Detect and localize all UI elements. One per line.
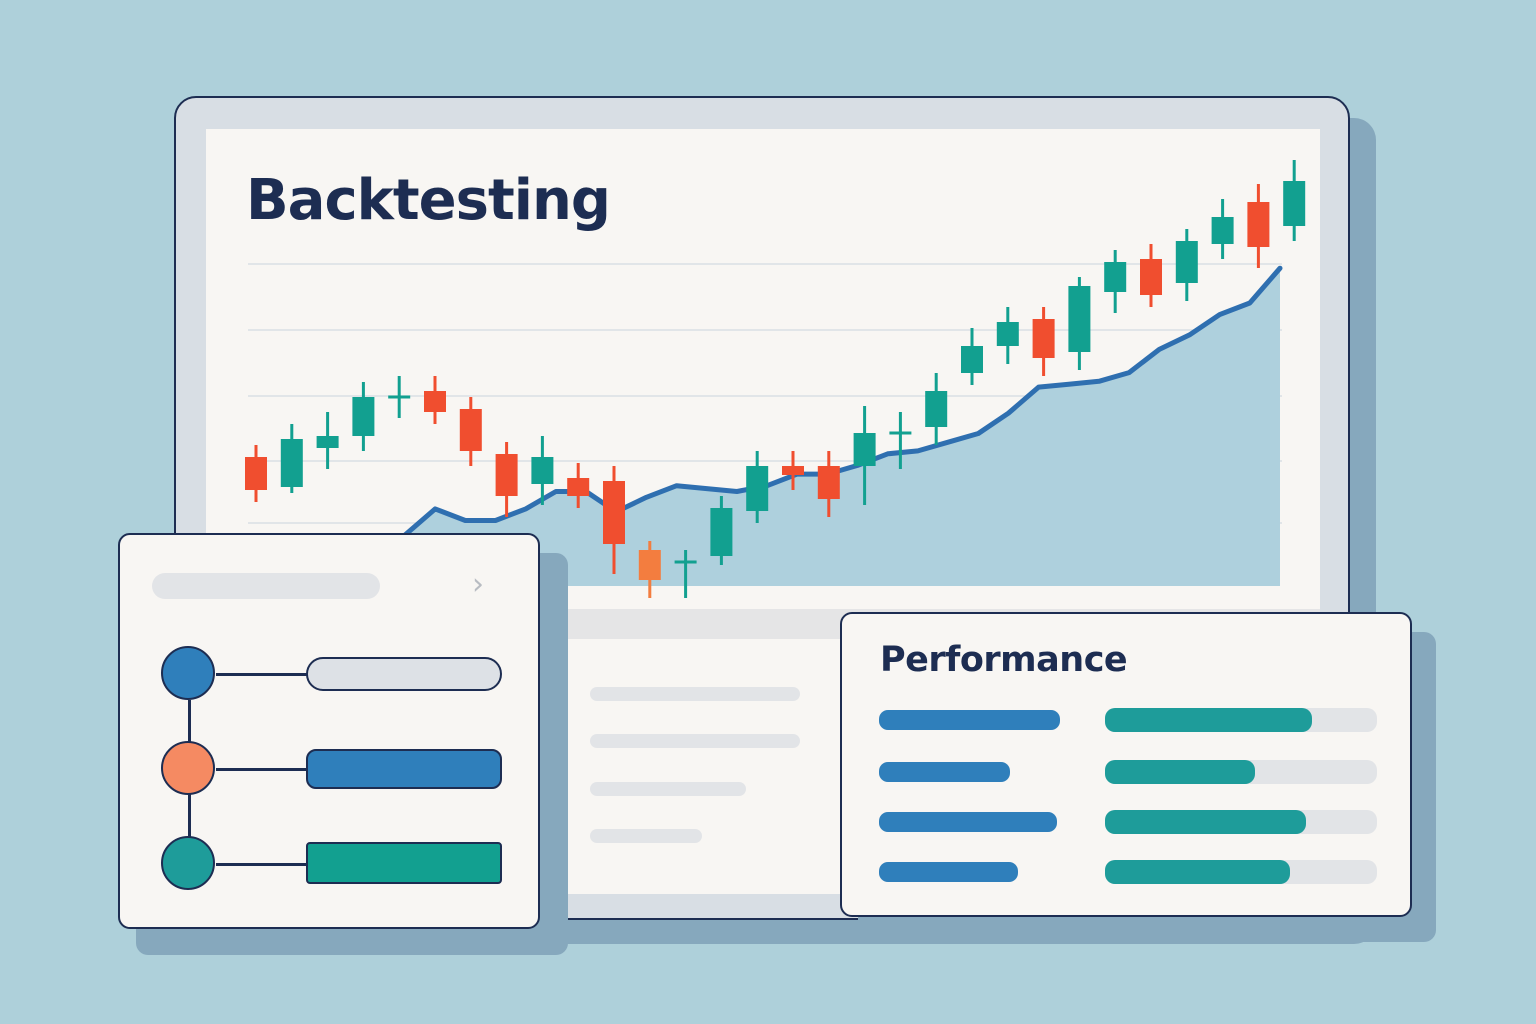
metric-name-bar — [879, 762, 1010, 782]
candle — [925, 373, 948, 445]
candle — [746, 451, 769, 523]
candle — [853, 406, 876, 505]
step-node-3[interactable] — [161, 836, 215, 890]
card-header-placeholder — [152, 573, 380, 599]
candle-body — [603, 481, 625, 544]
metric-track — [1105, 760, 1377, 784]
candle-body — [1032, 319, 1055, 358]
metric-fill — [1105, 810, 1307, 834]
candle-body — [459, 409, 482, 451]
candle — [424, 376, 446, 424]
placeholder-line — [590, 687, 800, 701]
placeholder-line — [590, 782, 746, 796]
candle-body — [1247, 202, 1270, 247]
candle — [280, 424, 303, 493]
candle-body — [1104, 262, 1127, 292]
metric-fill — [1105, 860, 1290, 884]
candle — [567, 463, 590, 508]
candle-body — [424, 391, 446, 412]
candle — [1247, 184, 1270, 268]
candle — [961, 328, 983, 385]
candle — [1211, 199, 1234, 259]
candle-body — [1068, 286, 1091, 352]
metric-track — [1105, 860, 1377, 884]
page-title: Backtesting — [246, 168, 611, 233]
candle — [352, 382, 375, 451]
candle — [996, 307, 1019, 364]
candle-body — [961, 346, 983, 373]
candle — [1283, 160, 1306, 241]
candle — [674, 550, 697, 598]
metric-fill — [1105, 760, 1255, 784]
candle-body — [388, 395, 411, 399]
candle-body — [352, 397, 375, 436]
candle-body — [1140, 259, 1162, 295]
candle-body — [638, 550, 661, 580]
candle — [245, 445, 267, 502]
step-connector — [216, 863, 308, 866]
step-bar-1[interactable] — [306, 657, 502, 691]
candle-body — [1211, 217, 1234, 244]
candle-body — [1283, 181, 1306, 226]
candle — [531, 436, 554, 505]
performance-title: Performance — [880, 640, 1128, 680]
step-connector — [216, 768, 308, 771]
step-bar-3[interactable] — [306, 842, 502, 884]
candle — [1068, 277, 1091, 370]
metric-name-bar — [879, 862, 1018, 882]
candle-body — [531, 457, 554, 484]
candle — [710, 496, 733, 565]
candle-body — [495, 454, 518, 496]
candle — [459, 397, 482, 466]
step-node-1[interactable] — [161, 646, 215, 700]
metric-fill — [1105, 708, 1312, 732]
candle — [316, 412, 339, 469]
equity-area — [405, 268, 1280, 586]
candle-body — [746, 466, 769, 511]
candle-body — [996, 322, 1019, 346]
metric-name-bar — [879, 812, 1057, 832]
candle — [1032, 307, 1055, 376]
candle — [1175, 229, 1198, 301]
placeholder-line — [590, 734, 800, 748]
candle — [1140, 244, 1162, 307]
candle — [1104, 250, 1127, 313]
candle — [603, 466, 625, 574]
metric-name-bar — [879, 710, 1060, 730]
candle — [817, 451, 840, 517]
candle-body — [889, 431, 912, 435]
candle-body — [567, 478, 590, 496]
candle — [495, 442, 518, 517]
step-bar-2[interactable] — [306, 749, 502, 789]
candle-body — [245, 457, 267, 490]
candle-body — [817, 466, 840, 499]
candle-body — [853, 433, 876, 466]
candle-body — [710, 508, 733, 556]
candle-body — [280, 439, 303, 487]
placeholder-line — [590, 829, 702, 843]
equity-line — [402, 265, 1283, 538]
candle-body — [674, 560, 697, 564]
metric-track — [1105, 810, 1377, 834]
step-node-2[interactable] — [161, 741, 215, 795]
candle-body — [782, 466, 804, 475]
candle — [889, 412, 912, 469]
candle — [638, 541, 661, 598]
chevron-right-icon[interactable]: › — [472, 567, 484, 602]
candle-body — [316, 436, 339, 448]
candle — [782, 451, 804, 490]
candlestick-series — [245, 160, 1306, 598]
candle — [388, 376, 411, 418]
candle-body — [1175, 241, 1198, 283]
candle-body — [925, 391, 948, 427]
metric-track — [1105, 708, 1377, 732]
step-connector — [216, 673, 308, 676]
